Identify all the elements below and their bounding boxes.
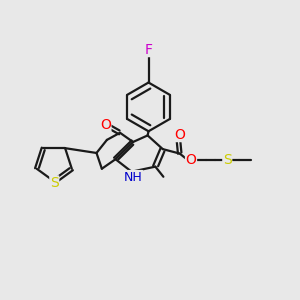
- Text: S: S: [50, 176, 59, 190]
- Text: O: O: [100, 118, 111, 132]
- Text: F: F: [145, 43, 152, 56]
- Text: NH: NH: [124, 170, 142, 184]
- Text: O: O: [186, 152, 196, 167]
- Text: O: O: [174, 128, 185, 142]
- Text: S: S: [223, 152, 232, 167]
